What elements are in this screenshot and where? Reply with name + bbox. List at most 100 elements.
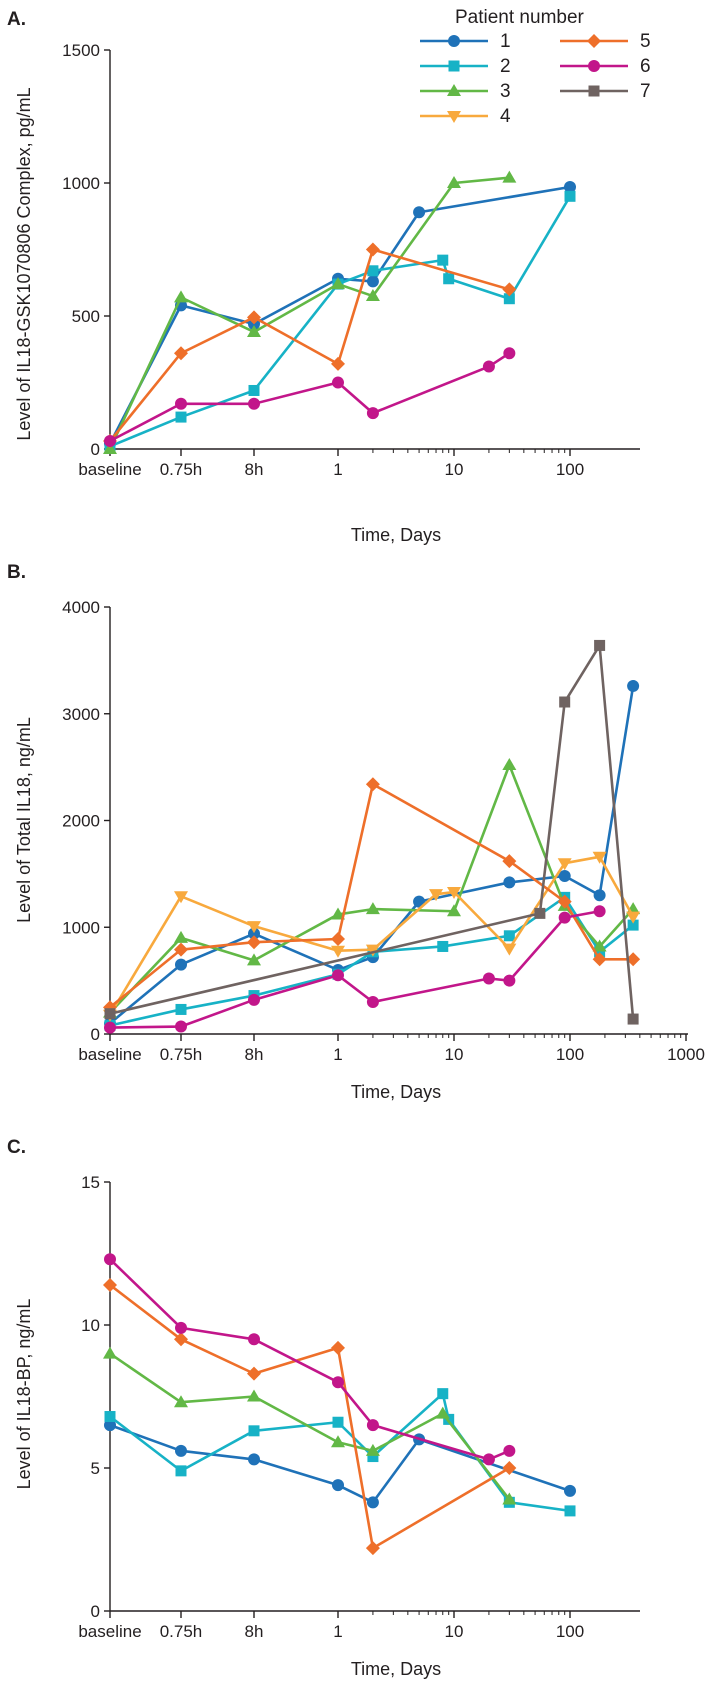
panel-a-series-patient-2 [104, 190, 576, 452]
panel-a-point-patient-2 [437, 254, 449, 266]
legend-item-patient-4: 4 [420, 106, 511, 127]
legend-swatch-marker [448, 35, 460, 47]
panel-b-line-patient-5 [109, 782, 634, 1009]
panel-a-point-patient-5 [331, 356, 345, 371]
panel-a-label: A. [7, 9, 26, 30]
panel-b-point-patient-6 [482, 972, 495, 985]
panel-c-y-tick-label: 15 [81, 1173, 100, 1192]
panel-c-point-patient-2 [367, 1451, 379, 1463]
panel-c-point-patient-5 [247, 1366, 261, 1381]
panel-c-point-patient-3 [435, 1406, 450, 1419]
panel-b-point-patient-3 [592, 939, 607, 952]
panel-c-point-patient-3 [365, 1443, 380, 1456]
panel-c-series-patient-6 [104, 1253, 516, 1466]
legend-label: 5 [640, 31, 651, 52]
panel-b-point-patient-4 [626, 911, 641, 924]
panel-c: C. Level of IL18-BP, ng/mL Time, Days 0 5… [7, 1137, 640, 1679]
panel-b-x-tick-label: 100 [556, 1045, 584, 1064]
panel-b-series-patient-7 [104, 639, 639, 1025]
panel-b-point-patient-5 [557, 894, 572, 909]
panel-a-x-tick-label: 10 [445, 460, 464, 479]
panel-b-point-patient-4 [247, 921, 261, 934]
panel-c-point-patient-1 [564, 1484, 576, 1497]
panel-c-point-patient-1 [175, 1444, 187, 1457]
panel-a-x-tick-label: 8h [245, 460, 264, 479]
panel-c-x-tick-label: 8h [245, 1622, 264, 1641]
panel-b-x-tick-label: 1 [333, 1045, 342, 1064]
panel-c-point-patient-3 [331, 1435, 345, 1448]
panel-c-point-patient-5 [103, 1277, 117, 1292]
panel-a-point-patient-3 [331, 277, 345, 290]
panel-a-point-patient-2 [503, 293, 515, 305]
panel-a-line-patient-5 [108, 248, 510, 442]
panel-b-x-tick-label: baseline [78, 1045, 141, 1064]
legend-item-patient-1: 1 [420, 31, 511, 52]
panel-a-y-tick-label: 1000 [62, 174, 100, 193]
panel-a-y-tick-label: 1500 [62, 41, 100, 60]
panel-c-point-patient-1 [332, 1479, 344, 1492]
panel-b-point-patient-6 [332, 969, 344, 982]
panel-a-point-patient-3 [247, 324, 261, 337]
panel-b-point-patient-5 [331, 931, 345, 946]
legend-item-patient-7: 7 [560, 81, 651, 102]
panel-c-point-patient-5 [174, 1332, 188, 1347]
legend-items: 1 2 3 4 5 6 7 [420, 31, 651, 127]
panel-b-point-patient-1 [627, 679, 640, 692]
panel-b-point-patient-3 [502, 757, 517, 770]
panel-c-y-tick-label: 10 [81, 1316, 100, 1335]
panel-b-x-tick-label: 10 [445, 1045, 464, 1064]
panel-a-point-patient-6 [175, 397, 187, 410]
panel-a-x-tick-label: 100 [556, 460, 584, 479]
panel-b-x-axis-title: Time, Days [351, 1082, 441, 1102]
panel-b-y-tick-label: 2000 [62, 812, 100, 831]
panel-b-line-patient-4 [108, 855, 635, 1016]
panel-c-label: C. [7, 1137, 26, 1158]
legend-label: 3 [500, 81, 511, 102]
panel-b-point-patient-1 [593, 889, 606, 902]
panel-c-line-patient-6 [109, 1258, 510, 1461]
panel-b-point-patient-2 [175, 1003, 187, 1015]
panel-b-line-patient-7 [109, 644, 635, 1020]
panel-c-x-tick-label: baseline [78, 1622, 141, 1641]
panel-a-series-patient-5 [103, 242, 517, 449]
panel-a-point-patient-5 [365, 242, 380, 257]
panel-b-point-patient-3 [247, 953, 261, 966]
panel-b-point-patient-6 [366, 995, 379, 1008]
panel-a-point-patient-2 [564, 190, 576, 202]
panel-a-y-tick-label: 0 [91, 440, 100, 459]
legend-label: 1 [500, 31, 511, 52]
panel-a-point-patient-6 [366, 407, 379, 420]
panel-c-point-patient-1 [366, 1496, 379, 1509]
panel-a-point-patient-5 [174, 346, 188, 361]
panel-a-point-patient-1 [413, 206, 426, 219]
panel-b-point-patient-5 [502, 854, 517, 869]
panel-b-point-patient-1 [558, 870, 571, 883]
panel-b-x-tick-label: 0.75h [160, 1045, 203, 1064]
legend-label: 4 [500, 106, 511, 127]
legend-swatch-marker [588, 60, 600, 72]
panel-c-y-tick-label: 0 [91, 1602, 100, 1621]
panel-a-point-patient-3 [447, 176, 461, 188]
panel-c-x-tick-label: 0.75h [160, 1622, 203, 1641]
panel-b-series-patient-3 [103, 757, 641, 1018]
panel-c-y-axis-title: Level of IL18-BP, ng/mL [14, 1299, 34, 1490]
panel-c-point-patient-6 [175, 1321, 187, 1334]
panel-b-point-patient-3 [331, 907, 345, 920]
panel-b-point-patient-4 [502, 943, 517, 956]
panel-b-point-patient-2 [437, 940, 449, 952]
panel-a: A. Level of IL18-GSK1070806 Complex, pg/… [7, 9, 640, 545]
panel-b-point-patient-4 [592, 851, 607, 864]
panel-a-point-patient-2 [248, 384, 260, 396]
panel-b-x-tick-label: 1000 [667, 1045, 705, 1064]
panel-b-point-patient-7 [594, 639, 606, 651]
panel-c-x-tick-label: 10 [445, 1622, 464, 1641]
panel-a-point-patient-2 [443, 273, 455, 285]
panel-b-line-patient-3 [109, 763, 635, 1014]
legend-swatch-marker [448, 60, 460, 72]
legend-item-patient-6: 6 [560, 56, 651, 77]
panel-b-point-patient-7 [534, 907, 546, 919]
panel-b-point-patient-5 [247, 935, 261, 950]
panel-a-point-patient-3 [502, 170, 517, 183]
panel-b-point-patient-5 [174, 942, 188, 957]
